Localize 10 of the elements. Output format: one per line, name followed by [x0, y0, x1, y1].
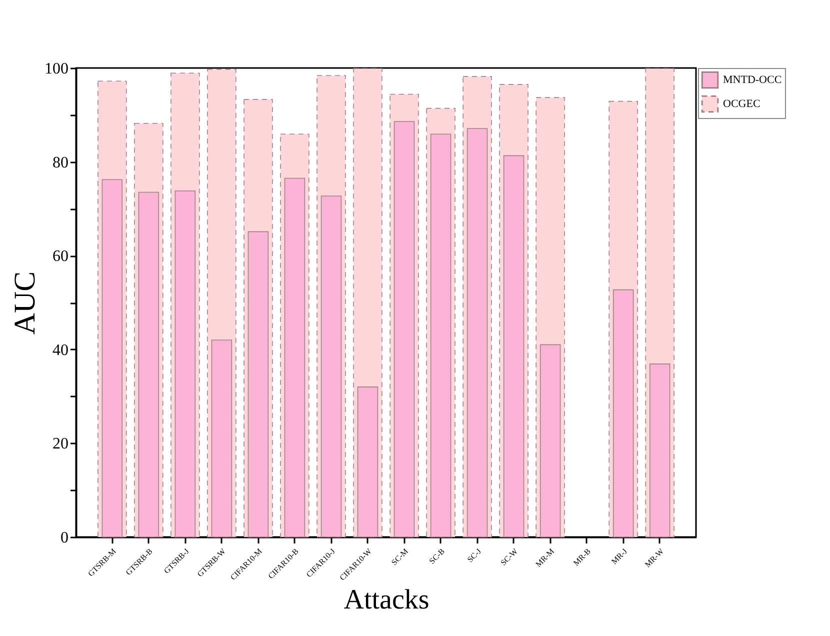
y-axis-title: AUC	[8, 271, 42, 335]
y-tick-label: 20	[52, 436, 68, 453]
y-tick-label: 40	[52, 342, 68, 359]
y-tick-label: 100	[44, 60, 68, 78]
y-tick-label: 80	[52, 154, 68, 172]
y-tick-label: 60	[52, 248, 68, 266]
legend-label: MNTD-OCC	[723, 74, 782, 86]
x-axis-title: Attacks	[344, 584, 430, 616]
legend-label: OCGEC	[723, 98, 760, 110]
y-tick-label: 0	[60, 530, 68, 546]
